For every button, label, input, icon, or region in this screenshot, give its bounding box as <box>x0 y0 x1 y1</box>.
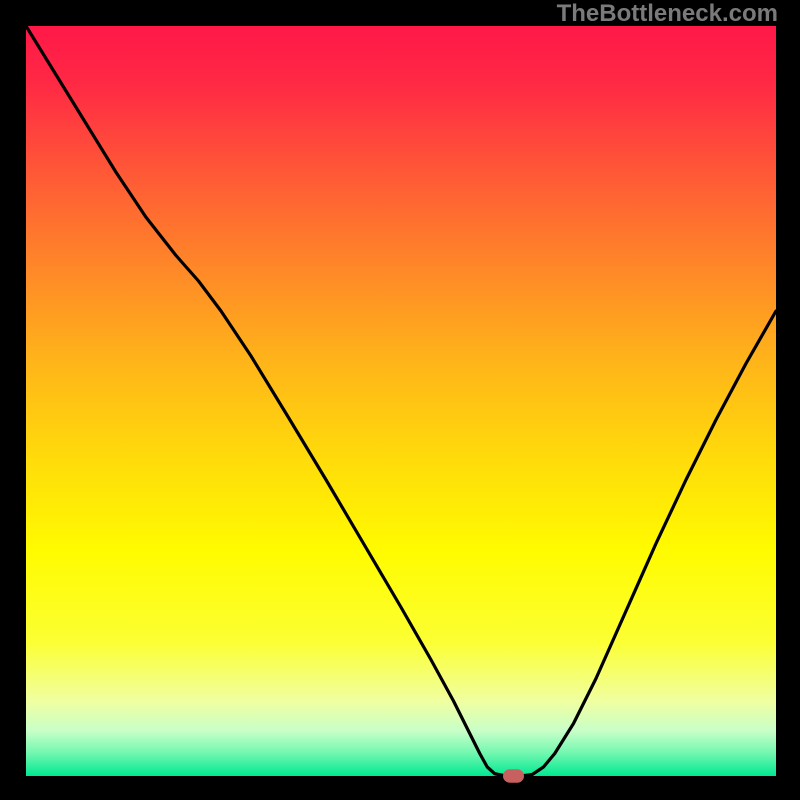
plot-svg <box>0 0 800 800</box>
optimum-marker <box>503 769 524 783</box>
plot-background-gradient <box>26 26 776 776</box>
watermark-text: TheBottleneck.com <box>557 0 778 28</box>
chart-container: TheBottleneck.com <box>0 0 800 800</box>
